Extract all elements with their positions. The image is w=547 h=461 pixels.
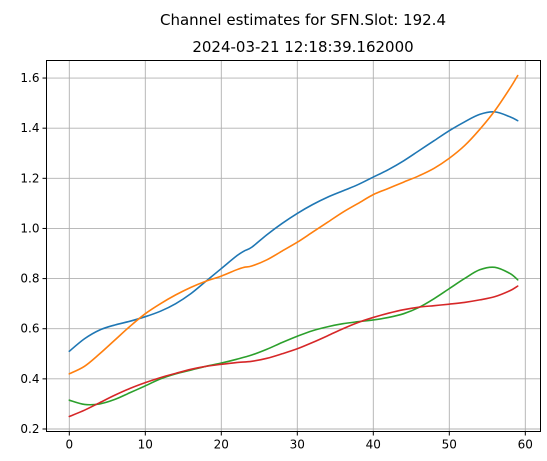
- y-tick-label: 0.2: [20, 422, 39, 436]
- series-line-4: [68, 285, 519, 418]
- axis-ticks: 0 10 20 30 40 50 60 0.2 0.4 0.6 0.8 1.0 1.2 1.4 1.6: [20, 71, 533, 451]
- x-tick-label: 40: [366, 438, 381, 452]
- y-tick-label: 1.2: [20, 171, 39, 185]
- x-tick-label: 0: [65, 438, 73, 452]
- x-tick-label: 50: [442, 438, 457, 452]
- chart-title: Channel estimates for SFN.Slot: 192.4: [160, 11, 446, 29]
- chart-subtitle: 2024-03-21 12:18:39.162000: [192, 38, 413, 56]
- series-group: [68, 74, 519, 418]
- series-line-2: [68, 74, 519, 375]
- y-tick-label: 1.0: [20, 221, 39, 235]
- x-tick-label: 20: [214, 438, 229, 452]
- y-tick-label: 1.4: [20, 121, 39, 135]
- x-tick-label: 10: [138, 438, 153, 452]
- y-tick-label: 0.4: [20, 372, 39, 386]
- series-line-1: [68, 111, 519, 353]
- grid-lines: [46, 60, 541, 432]
- x-tick-label: 60: [518, 438, 533, 452]
- y-tick-label: 1.6: [20, 71, 39, 85]
- y-tick-label: 0.6: [20, 322, 39, 336]
- plot-frame: [46, 60, 541, 432]
- y-tick-label: 0.8: [20, 272, 39, 286]
- series-line-3: [68, 266, 519, 406]
- x-tick-label: 30: [290, 438, 305, 452]
